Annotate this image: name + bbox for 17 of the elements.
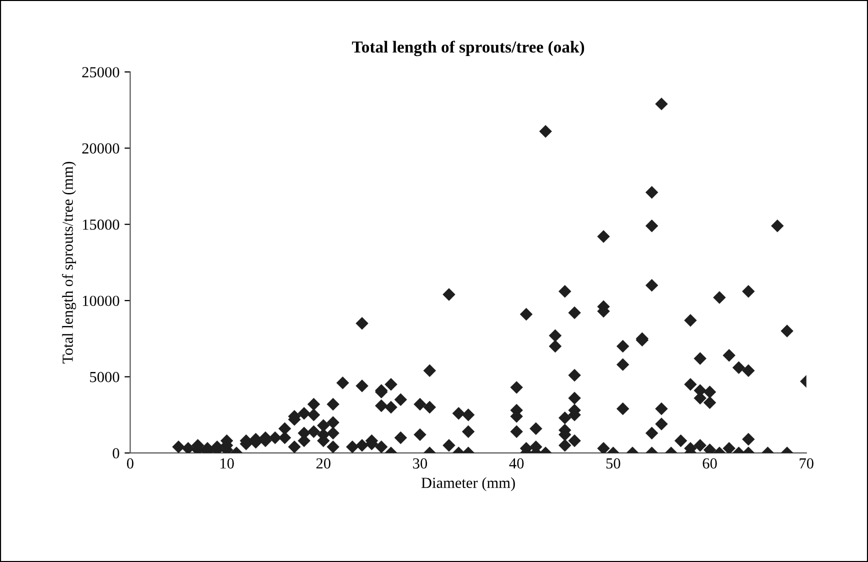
y-tick-label: 20000 xyxy=(82,143,120,154)
x-tick-label: 70 xyxy=(800,458,814,469)
chart-title: Total length of sprouts/tree (oak) xyxy=(352,40,584,56)
y-tick-label: 10000 xyxy=(82,296,120,306)
x-tick-label: 30 xyxy=(413,458,428,469)
y-tick-label: 0 xyxy=(112,448,120,458)
x-tick-label: 40 xyxy=(509,458,524,469)
x-tick-label: 20 xyxy=(316,458,330,469)
y-tick-label: 5000 xyxy=(90,372,120,382)
y-tick-label: 15000 xyxy=(82,219,120,230)
x-tick-label: 0 xyxy=(126,458,134,469)
y-axis-title: Total length of sprouts/tree (mm) xyxy=(62,162,76,364)
x-tick-label: 10 xyxy=(220,458,234,469)
y-tick-label: 25000 xyxy=(82,67,120,78)
x-tick-label: 50 xyxy=(606,458,620,469)
x-axis-title: Diameter (mm) xyxy=(421,477,515,492)
x-tick-label: 60 xyxy=(702,458,717,469)
